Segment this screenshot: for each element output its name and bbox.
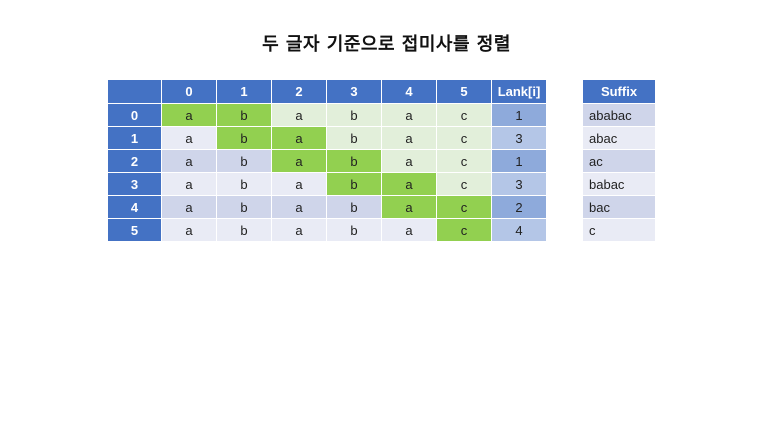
suffix-header: Suffix [582,79,656,104]
grid-cell: c [436,218,492,242]
grid-cell: a [271,218,327,242]
header-corner [107,79,162,104]
grid-cell: b [216,172,272,196]
grid-cell: c [436,195,492,219]
row-index: 3 [107,172,162,196]
grid-cell: b [216,195,272,219]
grid-cell: a [271,172,327,196]
list-item: ababac [582,103,656,127]
grid-cell: a [271,149,327,173]
grid-cell: a [271,195,327,219]
row-index: 5 [107,218,162,242]
grid-cell: c [436,172,492,196]
suffix-cell: ababac [582,103,656,127]
lank-cell: 3 [491,172,547,196]
header-lank: Lank[i] [491,79,547,104]
grid-cell: a [161,195,217,219]
header-col-5: 5 [436,79,492,104]
grid-cell: b [326,218,382,242]
suffix-list-table: Suffix ababac abac ac babac bac c [582,79,656,242]
header-col-3: 3 [326,79,382,104]
grid-cell: c [436,103,492,127]
grid-cell: a [381,195,437,219]
suffix-cell: babac [582,172,656,196]
grid-cell: a [161,126,217,150]
lank-cell: 4 [491,218,547,242]
header-col-2: 2 [271,79,327,104]
page-title: 두 글자 기준으로 접미사를 정렬 [262,34,511,55]
grid-cell: a [161,172,217,196]
list-item: ac [582,149,656,173]
grid-cell: b [216,149,272,173]
suffix-cell: abac [582,126,656,150]
grid-header-row: 0 1 2 3 4 5 Lank[i] [107,79,547,104]
list-item: abac [582,126,656,150]
grid-cell: a [161,149,217,173]
header-col-1: 1 [216,79,272,104]
grid-cell: b [326,149,382,173]
grid-cell: a [271,103,327,127]
header-col-4: 4 [381,79,437,104]
list-item: c [582,218,656,242]
suffix-cell: bac [582,195,656,219]
row-index: 4 [107,195,162,219]
grid-cell: b [326,172,382,196]
grid-cell: c [436,126,492,150]
list-item: babac [582,172,656,196]
grid-cell: b [216,103,272,127]
grid-cell: a [381,172,437,196]
lank-cell: 1 [491,149,547,173]
grid-cell: c [436,149,492,173]
grid-cell: a [381,218,437,242]
row-index: 1 [107,126,162,150]
row-index: 2 [107,149,162,173]
grid-cell: b [326,195,382,219]
grid-cell: b [326,126,382,150]
lank-cell: 1 [491,103,547,127]
suffix-header-row: Suffix [582,79,656,104]
header-col-0: 0 [161,79,217,104]
grid-cell: b [326,103,382,127]
grid-cell: b [216,126,272,150]
row-index: 0 [107,103,162,127]
lank-cell: 3 [491,126,547,150]
suffix-cell: ac [582,149,656,173]
suffix-cell: c [582,218,656,242]
grid-cell: a [161,218,217,242]
grid-cell: a [161,103,217,127]
grid-cell: a [381,126,437,150]
grid-cell: a [381,149,437,173]
grid-cell: b [216,218,272,242]
grid-cell: a [381,103,437,127]
list-item: bac [582,195,656,219]
lank-cell: 2 [491,195,547,219]
grid-cell: a [271,126,327,150]
